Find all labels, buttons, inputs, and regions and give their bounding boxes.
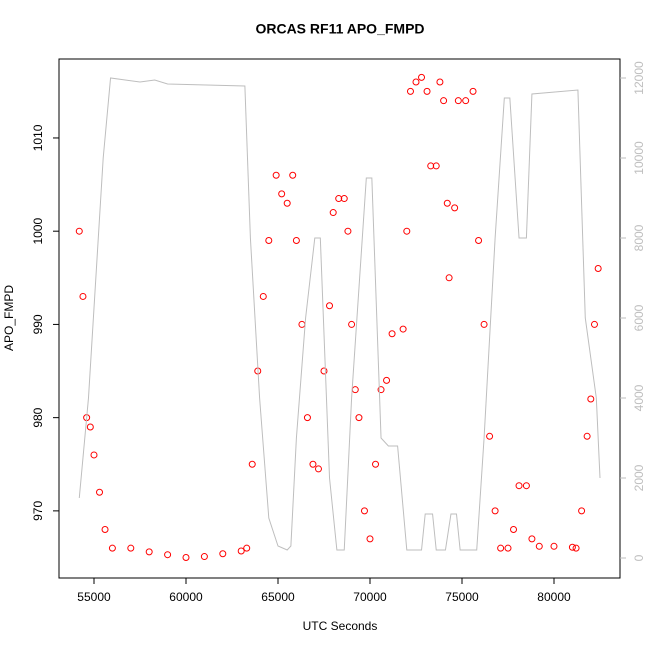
x-tick-label: 55000 — [77, 590, 111, 604]
y2-tick-label: 6000 — [632, 304, 646, 331]
x-tick-label: 75000 — [445, 590, 479, 604]
point — [326, 302, 334, 310]
x-tick-label: 80000 — [537, 590, 571, 604]
y-tick-label: 970 — [31, 501, 45, 521]
point — [535, 542, 543, 550]
point — [469, 87, 477, 95]
point — [164, 551, 172, 559]
x-axis-label: UTC Seconds — [303, 619, 378, 633]
point — [418, 73, 426, 81]
point — [182, 553, 190, 561]
point — [436, 78, 444, 86]
point — [289, 171, 297, 179]
y2-tick-label: 8000 — [632, 224, 646, 251]
point — [108, 544, 116, 552]
point — [578, 507, 586, 515]
series-line — [78, 77, 601, 551]
point — [101, 526, 109, 534]
point — [200, 553, 208, 561]
y-tick-label: 1010 — [31, 124, 45, 151]
y2-tick-label: 10000 — [632, 141, 646, 175]
point — [462, 97, 470, 105]
point — [475, 237, 483, 245]
point — [432, 162, 440, 170]
point — [86, 423, 94, 431]
point — [480, 320, 488, 328]
y-tick-label: 1000 — [31, 218, 45, 245]
point — [590, 320, 598, 328]
point — [486, 432, 494, 440]
point — [79, 292, 87, 300]
point — [443, 199, 451, 207]
point — [237, 547, 245, 555]
point — [265, 237, 273, 245]
x-tick-label: 60000 — [169, 590, 203, 604]
point — [406, 87, 414, 95]
x-tick-label: 70000 — [353, 590, 387, 604]
y-axis-label: APO_FMPD — [2, 285, 16, 351]
point — [243, 544, 251, 552]
point — [412, 78, 420, 86]
point — [522, 482, 530, 490]
point — [454, 97, 462, 105]
point — [248, 460, 256, 468]
point — [403, 227, 411, 235]
point — [278, 190, 286, 198]
point — [366, 535, 374, 543]
point — [383, 376, 391, 384]
y2-tick-label: 4000 — [632, 384, 646, 411]
point — [451, 204, 459, 212]
point — [550, 542, 558, 550]
point — [594, 264, 602, 272]
point — [309, 460, 317, 468]
point — [572, 544, 580, 552]
point — [372, 460, 380, 468]
point — [568, 543, 576, 551]
point — [491, 507, 499, 515]
point — [515, 482, 523, 490]
point — [283, 199, 291, 207]
point — [340, 195, 348, 203]
point — [583, 432, 591, 440]
point — [329, 209, 337, 217]
y2-tick-label: 0 — [632, 554, 646, 561]
point — [219, 550, 227, 558]
point — [388, 330, 396, 338]
point — [75, 227, 83, 235]
point — [423, 87, 431, 95]
point — [320, 367, 328, 375]
point — [440, 97, 448, 105]
point — [377, 386, 385, 394]
point — [497, 544, 505, 552]
point — [510, 526, 518, 534]
point — [344, 227, 352, 235]
y-tick-label: 990 — [31, 314, 45, 334]
y-tick-label: 980 — [31, 407, 45, 427]
point — [445, 274, 453, 282]
point — [355, 414, 363, 422]
point — [272, 171, 280, 179]
point — [587, 395, 595, 403]
point — [504, 544, 512, 552]
point — [348, 320, 356, 328]
point — [127, 544, 135, 552]
chart-title: ORCAS RF11 APO_FMPD — [255, 21, 424, 37]
point — [259, 292, 267, 300]
point — [314, 465, 322, 473]
x-tick-label: 65000 — [261, 590, 295, 604]
point — [292, 237, 300, 245]
point — [145, 548, 153, 556]
point — [90, 451, 98, 459]
point — [96, 488, 104, 496]
point — [528, 535, 536, 543]
point — [399, 325, 407, 333]
point — [360, 507, 368, 515]
y2-tick-label: 12000 — [632, 61, 646, 95]
y2-tick-label: 2000 — [632, 464, 646, 491]
point — [303, 414, 311, 422]
